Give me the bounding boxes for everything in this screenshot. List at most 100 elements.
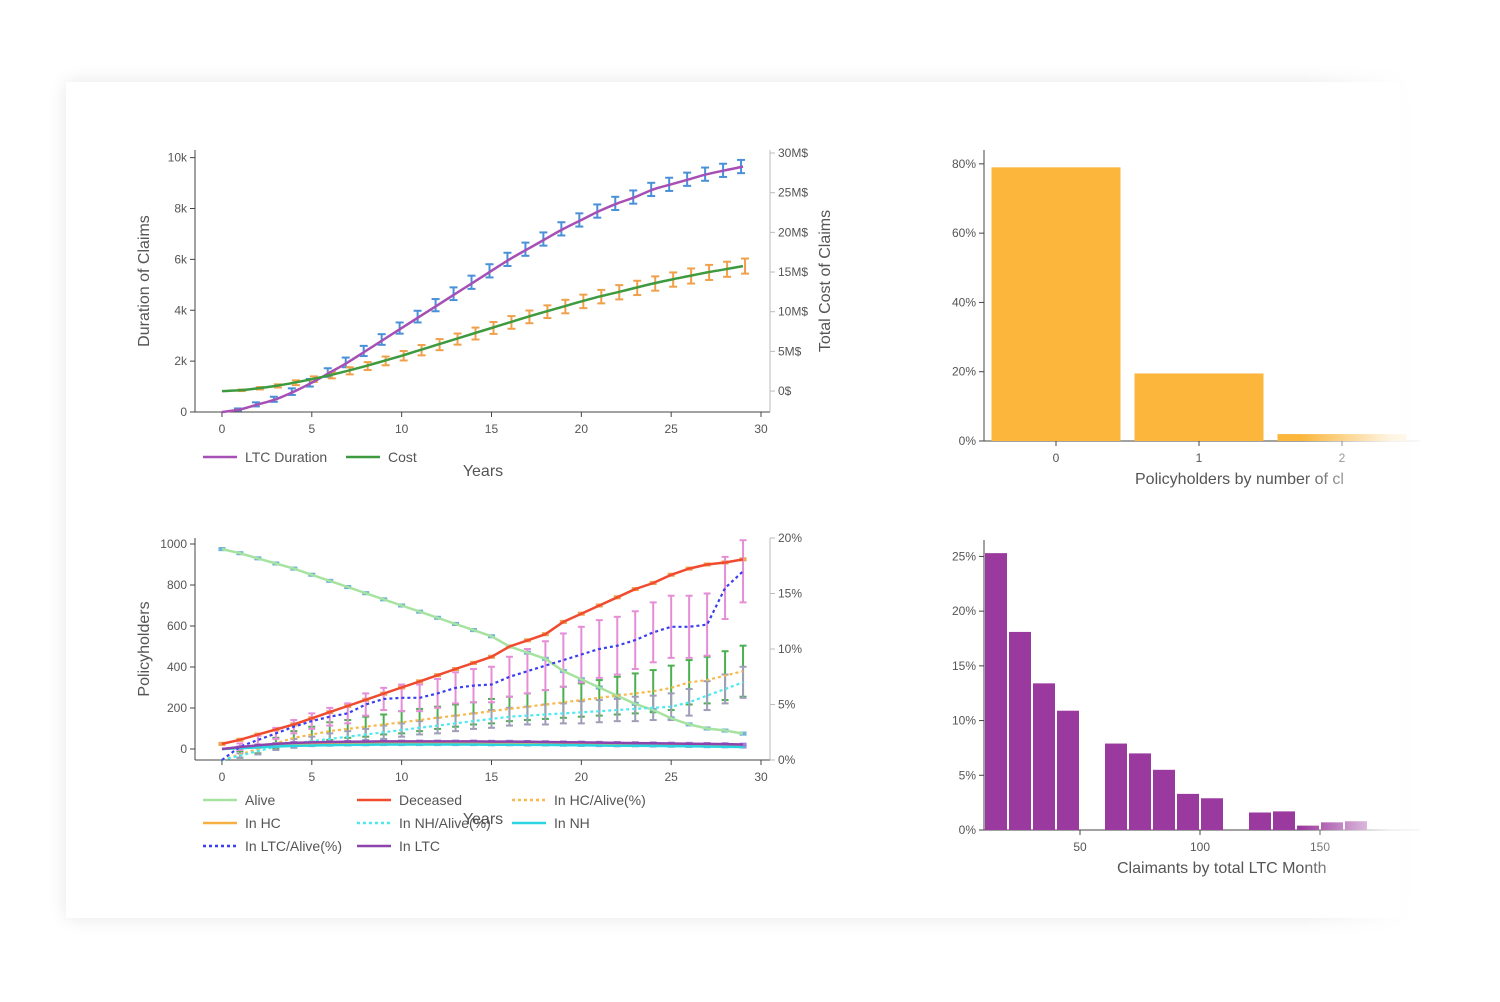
- y-tick-label: 200: [167, 701, 187, 715]
- legend-in-hc-label: In HC: [245, 815, 281, 831]
- in-ltc-alive-line: [221, 570, 744, 761]
- y2-tick-label: 5%: [778, 698, 796, 712]
- y-tick-label: 60%: [952, 226, 976, 240]
- legend-in-ltc-label: In LTC: [399, 838, 440, 854]
- cost-line: [221, 264, 744, 393]
- y-tick-label: 0: [180, 742, 187, 756]
- x-axis-title: Years: [463, 811, 503, 828]
- x-tick-label: 15: [485, 770, 499, 784]
- x-tick-label: 10: [395, 770, 409, 784]
- y2-tick-label: 20%: [778, 531, 802, 545]
- x-tick-label: 25: [664, 770, 678, 784]
- legend-in-nh-label: In NH: [554, 815, 590, 831]
- y-tick-label: 15%: [952, 659, 976, 673]
- histogram-bar: [985, 553, 1007, 830]
- y-tick-label: 10%: [952, 714, 976, 728]
- y-tick-label: 0: [180, 405, 187, 419]
- y-tick-label: 800: [167, 578, 187, 592]
- y-tick-label: 600: [167, 619, 187, 633]
- y-tick-label: 20%: [952, 604, 976, 618]
- y-tick-label: 8k: [174, 202, 188, 216]
- y2-tick-label: 25M$: [778, 186, 808, 200]
- x-tick-label: 0: [219, 422, 226, 436]
- deceased-line: [221, 558, 744, 746]
- bar-0: [991, 167, 1121, 442]
- x-tick-label: 30: [754, 422, 768, 436]
- in-hc-alive-line: [221, 670, 744, 762]
- in-ltc-line: [221, 740, 744, 751]
- y-tick-label: 1000: [160, 537, 187, 551]
- x-tick-label: 30: [754, 770, 768, 784]
- y2-tick-label: 10M$: [778, 305, 808, 319]
- legend-deceased-label: Deceased: [399, 792, 462, 808]
- in-nh-line: [221, 743, 744, 751]
- ltc-duration-line: [221, 165, 744, 414]
- y2-axis-title: Total Cost of Claims: [817, 210, 834, 352]
- alive-line: [221, 547, 744, 735]
- histogram-bar: [1321, 822, 1343, 830]
- bar-1: [1134, 373, 1264, 441]
- y-tick-label: 80%: [952, 157, 976, 171]
- histogram-bar: [1249, 812, 1271, 830]
- x-tick-label: 1: [1196, 451, 1203, 465]
- legend-alive-label: Alive: [245, 792, 276, 808]
- y2-tick-label: 0%: [778, 753, 796, 767]
- x-tick-label: 15: [485, 422, 499, 436]
- legend-in-nh-alive-label: In NH/Alive(%): [399, 815, 491, 831]
- histogram-bar: [1177, 793, 1199, 830]
- y-tick-label: 10k: [168, 151, 188, 165]
- y2-tick-label: 5M$: [778, 344, 802, 358]
- histogram-bar: [1153, 769, 1175, 830]
- y-tick-label: 25%: [952, 549, 976, 563]
- histogram-bar: [1105, 743, 1127, 830]
- x-axis-title: Years: [463, 463, 503, 480]
- in-nh-alive-line: [221, 681, 744, 762]
- x-axis-title: Policyholders by number of cl: [1135, 471, 1344, 488]
- histogram-bar: [1129, 753, 1151, 830]
- histogram-bar: [1033, 683, 1055, 830]
- legend-in-ltc-alive-label: In LTC/Alive(%): [245, 838, 342, 854]
- y2-tick-label: 10%: [778, 642, 802, 656]
- x-tick-label: 150: [1310, 840, 1330, 854]
- x-tick-label: 5: [308, 770, 315, 784]
- y-tick-label: 0%: [959, 434, 977, 448]
- y-axis-title: Policyholders: [136, 601, 153, 696]
- y2-tick-label: 0$: [778, 384, 792, 398]
- legend-ltc-duration-label: LTC Duration: [245, 449, 327, 465]
- y2-tick-label: 15M$: [778, 265, 808, 279]
- y-tick-label: 4k: [174, 303, 188, 317]
- y2-tick-label: 20M$: [778, 225, 808, 239]
- y-tick-label: 20%: [952, 365, 976, 379]
- histogram-bar: [1057, 710, 1079, 830]
- x-tick-label: 20: [575, 422, 589, 436]
- dashboard-card: [66, 82, 1400, 918]
- y-tick-label: 0%: [959, 823, 977, 837]
- legend-in-hc-alive-label: In HC/Alive(%): [554, 792, 646, 808]
- x-tick-label: 10: [395, 422, 409, 436]
- x-tick-label: 100: [1190, 840, 1210, 854]
- y-tick-label: 2k: [174, 354, 188, 368]
- histogram-bar: [1297, 825, 1319, 830]
- y-tick-label: 40%: [952, 295, 976, 309]
- histogram-bar: [1345, 821, 1367, 830]
- histogram-bar: [1009, 631, 1031, 830]
- y-tick-label: 6k: [174, 252, 188, 266]
- y-tick-label: 400: [167, 660, 187, 674]
- x-axis-title: Claimants by total LTC Month: [1117, 860, 1327, 877]
- y-tick-label: 5%: [959, 768, 977, 782]
- x-tick-label: 0: [1053, 451, 1060, 465]
- x-tick-label: 25: [664, 422, 678, 436]
- histogram-bar: [1273, 811, 1295, 830]
- y2-tick-label: 15%: [778, 587, 802, 601]
- y-axis-title: Duration of Claims: [136, 215, 153, 347]
- x-tick-label: 0: [219, 770, 226, 784]
- x-tick-label: 5: [308, 422, 315, 436]
- y2-tick-label: 30M$: [778, 146, 808, 160]
- x-tick-label: 50: [1073, 840, 1087, 854]
- histogram-bar: [1201, 798, 1223, 830]
- legend-cost-label: Cost: [388, 449, 417, 465]
